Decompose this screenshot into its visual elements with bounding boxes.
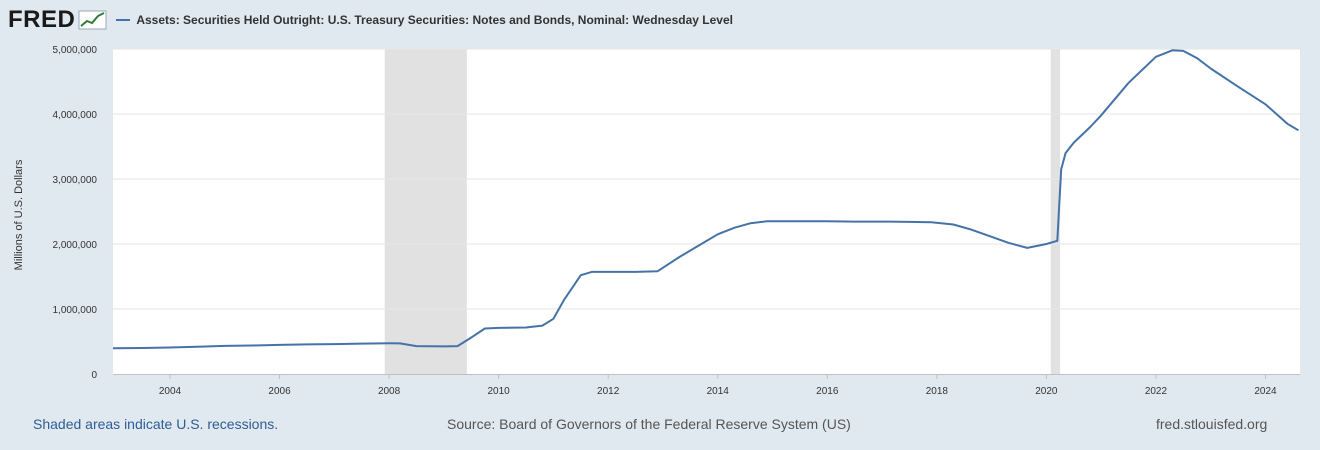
x-tick-label: 2010 (487, 386, 510, 397)
x-tick-label: 2018 (926, 386, 949, 397)
legend-series-title: Assets: Securities Held Outright: U.S. T… (136, 13, 733, 27)
x-tick-label: 2020 (1035, 386, 1058, 397)
plot-area (113, 49, 1300, 374)
series-line (112, 49, 1299, 350)
x-tick-label: 2012 (597, 386, 620, 397)
x-tick-label: 2022 (1145, 386, 1168, 397)
y-tick-label: 1,000,000 (53, 305, 98, 316)
fred-logo-text: FRED (8, 6, 76, 33)
y-tick-label: 0 (91, 370, 97, 381)
source-note: Source: Board of Governors of the Federa… (447, 416, 851, 432)
fred-graph-icon (78, 10, 107, 30)
x-tick-label: 2016 (816, 386, 839, 397)
recession-band (384, 49, 467, 374)
legend-swatch (116, 19, 131, 21)
recession-band (1050, 49, 1061, 374)
legend: Assets: Securities Held Outright: U.S. T… (116, 13, 733, 27)
x-tick-label: 2004 (159, 386, 182, 397)
site-link[interactable]: fred.stlouisfed.org (1156, 416, 1268, 432)
fred-logo[interactable]: FRED (8, 6, 108, 34)
x-tick-label: 2024 (1254, 386, 1277, 397)
y-tick-label: 2,000,000 (53, 240, 98, 251)
y-tick-label: 5,000,000 (53, 45, 98, 56)
x-tick-label: 2006 (268, 386, 291, 397)
chart-header: FRED Assets: Securities Held Outright: U… (8, 6, 733, 34)
x-tick-label: 2008 (378, 386, 401, 397)
y-tick-label: 3,000,000 (53, 175, 98, 186)
x-tick-label: 2014 (707, 386, 730, 397)
recession-note: Shaded areas indicate U.S. recessions. (33, 416, 279, 432)
y-tick-label: 4,000,000 (53, 110, 98, 121)
